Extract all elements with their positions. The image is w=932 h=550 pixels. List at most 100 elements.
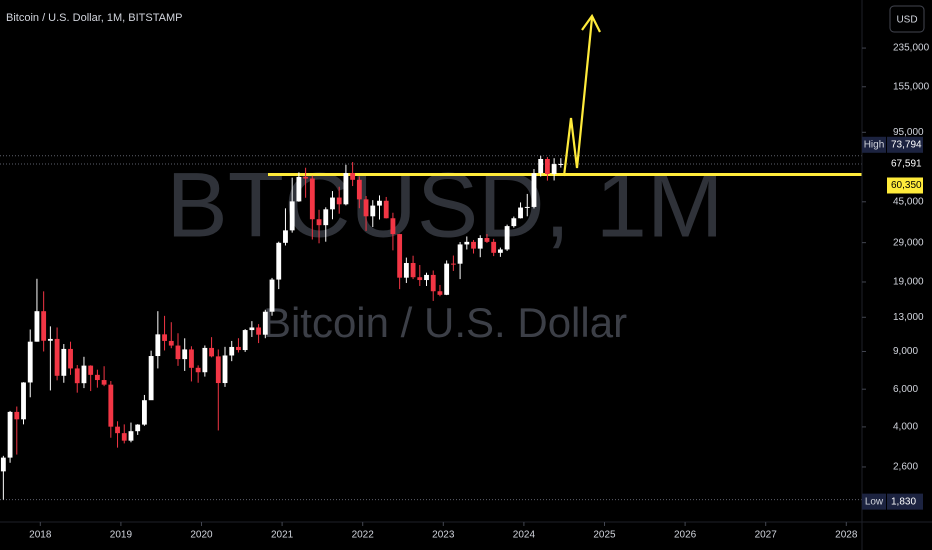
candle-body bbox=[471, 241, 476, 249]
x-tick-label: 2025 bbox=[593, 530, 616, 541]
candle-body bbox=[269, 279, 275, 312]
candle-body bbox=[108, 384, 114, 427]
candle-body bbox=[7, 411, 13, 458]
candle-body bbox=[558, 163, 564, 165]
candle-body bbox=[531, 173, 537, 207]
price-label-name: High bbox=[864, 139, 885, 150]
y-tick-label: 13,000 bbox=[893, 312, 924, 323]
candle-body bbox=[0, 457, 6, 472]
price-label: 1,830 bbox=[891, 496, 916, 507]
candle-body bbox=[121, 433, 127, 441]
watermark: BTCUSD, 1M bbox=[166, 154, 723, 256]
candle-body bbox=[222, 355, 228, 384]
candle-body bbox=[256, 327, 262, 335]
candle-body bbox=[430, 274, 436, 292]
candle-body bbox=[101, 380, 107, 385]
candle-body bbox=[397, 234, 403, 278]
candle-body bbox=[236, 346, 241, 351]
candle-body bbox=[511, 218, 517, 227]
candle-body bbox=[283, 230, 288, 243]
x-tick-label: 2026 bbox=[674, 530, 697, 541]
candle-body bbox=[27, 341, 33, 383]
candle-body bbox=[457, 244, 463, 264]
candle-body bbox=[390, 218, 396, 235]
candle-body bbox=[538, 158, 544, 174]
candle-body bbox=[209, 347, 214, 357]
candle-body bbox=[484, 238, 490, 242]
candle-body bbox=[424, 274, 429, 281]
candle-body bbox=[544, 158, 550, 174]
candle-body bbox=[189, 349, 194, 368]
candle-body bbox=[464, 241, 470, 245]
candle-body bbox=[276, 242, 282, 280]
candle-body bbox=[141, 400, 147, 425]
candle-body bbox=[477, 238, 483, 249]
candle-body bbox=[249, 327, 255, 331]
candle-body bbox=[504, 226, 510, 250]
candle-body bbox=[262, 311, 268, 335]
candle-body bbox=[242, 330, 248, 351]
price-label-name-box bbox=[862, 136, 886, 153]
arrow-head bbox=[581, 13, 601, 33]
candle-body bbox=[370, 205, 376, 217]
candle-body bbox=[296, 176, 302, 202]
candle-body bbox=[497, 249, 503, 253]
x-tick-label: 2020 bbox=[190, 530, 213, 541]
annotation-arrow bbox=[562, 17, 594, 177]
watermark-subtitle: Bitcoin / U.S. Dollar bbox=[263, 299, 627, 346]
candle-body bbox=[128, 431, 134, 441]
x-tick-label: 2023 bbox=[432, 530, 455, 541]
price-label-box bbox=[887, 155, 923, 172]
currency[interactable]: USD bbox=[896, 15, 917, 26]
candle-body bbox=[350, 173, 356, 180]
candle-body bbox=[148, 356, 154, 401]
candle-body bbox=[524, 206, 530, 208]
candle-body bbox=[551, 164, 557, 174]
candle-body bbox=[47, 338, 53, 341]
candle-body bbox=[74, 368, 80, 384]
price-label: 67,591 bbox=[891, 159, 922, 170]
plot bbox=[0, 155, 862, 501]
candle-body bbox=[316, 219, 322, 226]
candle-body bbox=[81, 365, 87, 384]
candle-body bbox=[195, 367, 201, 373]
candle-body bbox=[383, 200, 389, 219]
y-tick-label: 45,000 bbox=[893, 196, 924, 207]
candle-body bbox=[437, 291, 443, 295]
candle-body bbox=[54, 338, 60, 376]
price-label-name-box bbox=[862, 493, 886, 510]
candle-body bbox=[417, 277, 423, 281]
candle-body bbox=[491, 241, 497, 253]
candle-body bbox=[14, 411, 20, 420]
candle-body bbox=[343, 173, 349, 205]
x-tick-label: 2021 bbox=[271, 530, 294, 541]
y-tick-label: 2,600 bbox=[893, 462, 918, 473]
candle-body bbox=[518, 207, 523, 219]
candle-body bbox=[175, 345, 181, 360]
candle-body bbox=[34, 311, 40, 342]
candle-body bbox=[155, 334, 161, 357]
candle-body bbox=[363, 199, 369, 217]
y-tick-label: 9,000 bbox=[893, 346, 918, 357]
candle-body bbox=[215, 356, 221, 384]
candle-body bbox=[330, 197, 335, 210]
candle-body bbox=[61, 348, 67, 376]
candle-body bbox=[377, 200, 382, 206]
y-tick-label: 19,000 bbox=[893, 277, 924, 288]
x-tick-label: 2028 bbox=[835, 530, 858, 541]
y-tick-label: 29,000 bbox=[893, 237, 924, 248]
y-tick-label: 155,000 bbox=[893, 81, 930, 92]
candle-body bbox=[229, 346, 235, 356]
candle-body bbox=[323, 209, 329, 226]
candle-body bbox=[182, 349, 188, 360]
candle-body bbox=[68, 348, 73, 369]
y-tick-label: 95,000 bbox=[893, 127, 924, 138]
price-label-box bbox=[887, 493, 923, 510]
currency-button[interactable] bbox=[889, 5, 925, 33]
candle-body bbox=[94, 374, 100, 381]
candle-body bbox=[168, 340, 174, 346]
candle-body bbox=[309, 178, 315, 220]
candle-body bbox=[356, 179, 362, 200]
